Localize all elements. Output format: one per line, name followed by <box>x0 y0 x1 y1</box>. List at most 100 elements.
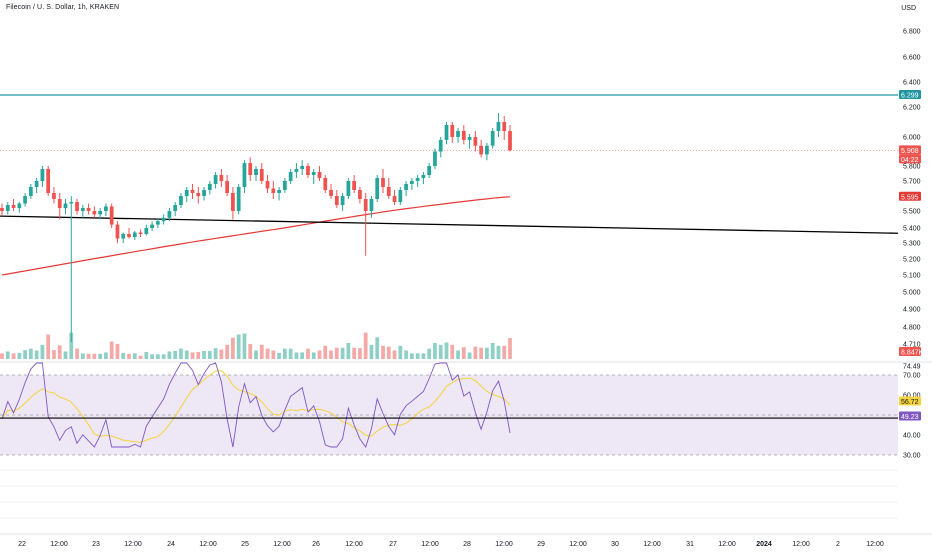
volume-bar <box>421 353 426 359</box>
price-tick-label: 6.800 <box>903 29 921 36</box>
volume-bar <box>104 352 108 359</box>
volume-bar <box>150 354 154 359</box>
candle-body <box>75 202 79 211</box>
time-tick-label: 29 <box>537 541 545 548</box>
time-tick-label: 12:00 <box>345 541 363 548</box>
candle-body <box>456 131 460 137</box>
candle-body <box>98 211 103 215</box>
candle-body <box>294 169 299 172</box>
volume-bar <box>427 348 432 359</box>
time-tick-label: 27 <box>389 541 397 548</box>
volume-bar <box>254 350 258 359</box>
candle-body <box>311 172 316 175</box>
candle-body <box>282 181 287 190</box>
volume-bar <box>75 348 79 359</box>
volume-bar <box>444 342 449 359</box>
time-tick-label: 26 <box>312 541 320 548</box>
candle-body <box>17 203 22 208</box>
candle-body <box>115 224 120 239</box>
candle-body <box>381 178 385 187</box>
volume-bar <box>80 353 85 359</box>
volume-bar <box>502 345 507 359</box>
candle-body <box>179 196 183 205</box>
candle-body <box>127 234 131 237</box>
ma-price-badge: 5.595 <box>901 194 919 201</box>
candle-body <box>161 217 166 222</box>
currency-label: USD <box>901 5 916 12</box>
candle-body <box>415 178 420 181</box>
candle-body <box>236 187 241 211</box>
rsi-badge-bg <box>899 411 921 421</box>
time-tick-label: 23 <box>92 541 100 548</box>
price-tick-label: 5.200 <box>903 257 921 264</box>
volume-bar <box>207 350 212 359</box>
candle-body <box>248 163 253 175</box>
volume-bar <box>317 350 322 359</box>
volume-bar <box>323 345 328 359</box>
time-tick-label: 24 <box>167 541 175 548</box>
hline-price-badge: 6.299 <box>901 93 919 100</box>
candle-body <box>409 181 414 184</box>
candle-body <box>496 122 501 131</box>
price-tick-label: 5.100 <box>903 273 921 280</box>
volume-bar <box>190 352 195 359</box>
candle-body <box>207 184 212 190</box>
time-tick-label: 12:00 <box>569 541 587 548</box>
volume-bar <box>242 333 247 359</box>
price-tick-label: 5.700 <box>903 179 921 186</box>
rsi-tick-label: 60.00 <box>903 393 921 400</box>
candle-body <box>150 224 154 228</box>
candle-body <box>69 202 74 204</box>
volume-bar <box>311 352 316 359</box>
moving-average-line <box>1 196 511 276</box>
candle-body <box>144 228 149 234</box>
candle-body <box>5 205 10 211</box>
volume-badge-bg <box>899 347 921 356</box>
candle-body <box>433 151 437 166</box>
volume-bar <box>433 342 437 359</box>
volume-bar <box>467 352 472 359</box>
candle-body <box>502 122 507 131</box>
countdown-badge-bg <box>899 154 921 164</box>
time-tick-label: 12:00 <box>273 541 291 548</box>
price-trendline <box>0 215 899 234</box>
candle-body <box>46 169 51 193</box>
candle-body <box>473 137 478 146</box>
candle-body <box>490 131 495 146</box>
candle-body <box>271 188 276 193</box>
volume-bar <box>496 345 501 359</box>
volume-bar <box>485 347 489 359</box>
candle-body <box>340 196 345 205</box>
volume-bar <box>17 352 22 359</box>
volume-bar <box>300 352 305 359</box>
countdown-badge: 04:22 <box>901 157 919 164</box>
price-tick-label: 6.400 <box>903 80 921 87</box>
candle-body <box>202 190 206 196</box>
candle-body <box>11 205 16 208</box>
price-tick-label: 4.900 <box>903 307 921 314</box>
rsi-ma-badge: 56.72 <box>901 399 919 406</box>
volume-bar <box>288 348 293 359</box>
volume-bar <box>375 337 380 359</box>
time-tick-label: 2 <box>836 541 840 548</box>
rsi-tick-label: 40.00 <box>903 433 921 440</box>
volume-bar <box>34 350 39 359</box>
candle-body <box>132 232 137 237</box>
time-tick-label: 25 <box>241 541 249 548</box>
volume-bar <box>450 344 455 359</box>
candle-body <box>254 169 258 175</box>
candle-body <box>288 172 293 181</box>
volume-bar <box>46 334 51 359</box>
volume-bar <box>334 347 339 359</box>
volume-bar <box>202 350 206 359</box>
candle-body <box>300 166 305 169</box>
last-price-badge: 5.908 <box>901 148 919 155</box>
volume-bar <box>363 332 368 359</box>
candle-body <box>386 187 391 196</box>
volume-bar <box>213 348 218 359</box>
volume-bar <box>167 351 172 359</box>
candle-body <box>190 190 195 193</box>
candle-body <box>184 190 189 196</box>
candle-body <box>57 199 62 208</box>
